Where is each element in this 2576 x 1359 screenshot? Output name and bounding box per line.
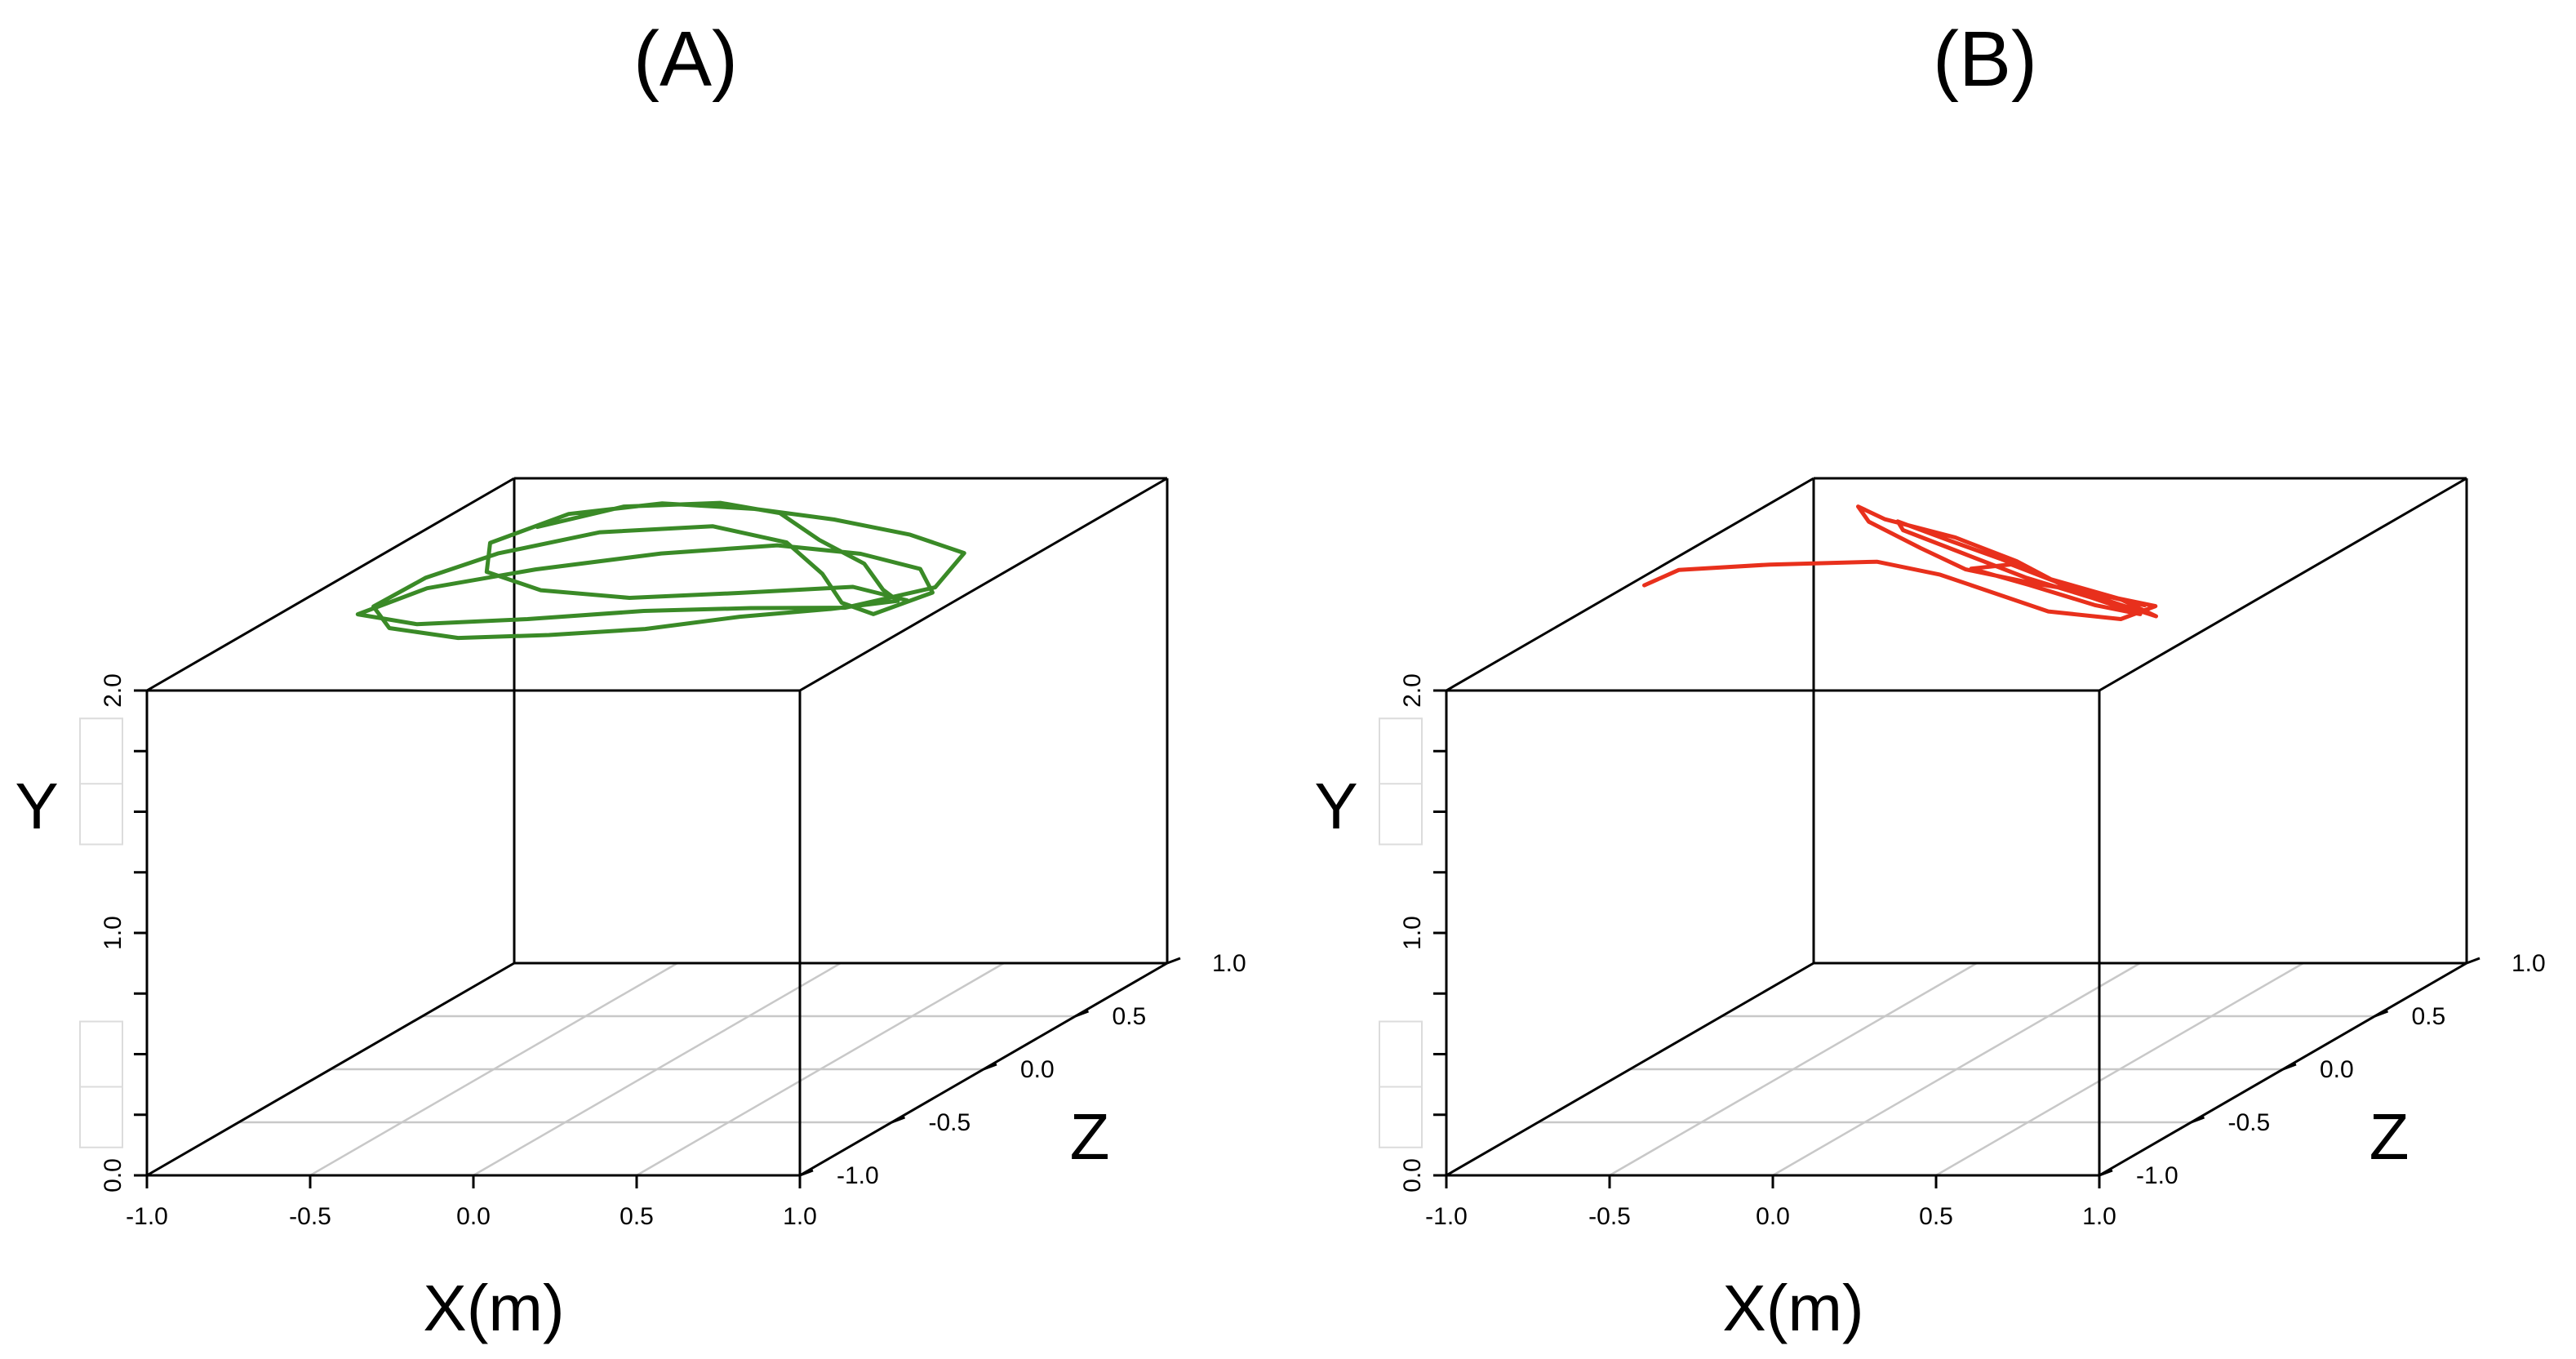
panel-b: (B) Y X(m) Z -1.0 -0.5 0.0 0.5 1.0 0.0 1.0 2.0 -… [1314, 16, 2545, 1344]
x-tick-label: 0.0 [456, 1203, 491, 1230]
y-tick-label: 0.0 [100, 1158, 127, 1192]
x-tick-label: -0.5 [289, 1203, 331, 1230]
x-axis-title: X(m) [423, 1272, 564, 1344]
panel-a: (A) Y X(m) Z -1.0 -0.5 0.0 0.5 1.0 0.0 1.0 2.0 -… [15, 16, 1246, 1344]
z-tick [2099, 1169, 2113, 1177]
x-tick-label: 0.5 [1919, 1203, 1953, 1230]
blank-tick-label-box [1379, 1081, 1423, 1148]
z-tick-label: 0.0 [1020, 1056, 1055, 1083]
z-tick [1166, 957, 1181, 965]
box-edge [799, 477, 1168, 692]
y-tick-label: 0.0 [1399, 1158, 1426, 1192]
z-tick [799, 1169, 814, 1177]
z-tick-label: -1.0 [837, 1162, 879, 1189]
box-edge [1446, 962, 1814, 1177]
x-tick-label: 0.5 [620, 1203, 654, 1230]
panel-title: (B) [1933, 16, 2037, 103]
blank-tick-label-box [79, 717, 123, 785]
z-axis-title: Z [2369, 1100, 2409, 1173]
y-tick-label: 2.0 [100, 673, 127, 708]
z-tick-label: 0.5 [1113, 1003, 1147, 1030]
blank-tick-label-box [79, 1081, 123, 1148]
box-edge [146, 962, 515, 1177]
blank-tick-label-box [79, 1020, 123, 1088]
x-tick-label: -1.0 [126, 1203, 168, 1230]
z-tick [890, 1116, 906, 1124]
z-tick-label: 1.0 [1212, 950, 1246, 977]
z-tick-label: 0.5 [2412, 1003, 2446, 1030]
y-tick-label: 1.0 [1399, 916, 1426, 950]
z-tick-label: -1.0 [2136, 1162, 2178, 1189]
z-tick [1074, 1010, 1090, 1018]
trajectory-line [355, 500, 966, 641]
z-tick-label: -0.5 [929, 1109, 971, 1136]
blank-tick-label-box [1379, 717, 1423, 785]
x-axis-title: X(m) [1722, 1272, 1863, 1344]
box-edge [2099, 477, 2467, 692]
z-tick [2282, 1063, 2297, 1071]
z-axis-title: Z [1070, 1100, 1110, 1173]
z-tick-label: 1.0 [2512, 950, 2546, 977]
x-tick-label: 1.0 [783, 1203, 817, 1230]
y-tick-label: 2.0 [1399, 673, 1426, 708]
x-tick-label: 0.0 [1756, 1203, 1790, 1230]
z-tick-label: 0.0 [2320, 1056, 2354, 1083]
y-axis-title: Y [1314, 770, 1357, 842]
trajectory-line [1642, 504, 2158, 621]
blank-tick-label-box [1379, 778, 1423, 846]
box-edge [1446, 477, 1814, 692]
z-tick-label: -0.5 [2228, 1109, 2271, 1136]
box-edge [146, 477, 515, 692]
z-tick [2466, 957, 2481, 965]
panel-title: (A) [633, 16, 738, 103]
z-tick [983, 1063, 997, 1071]
z-tick [2190, 1116, 2205, 1124]
blank-tick-label-box [79, 778, 123, 846]
x-tick-label: -1.0 [1425, 1203, 1468, 1230]
y-tick-label: 1.0 [100, 916, 127, 950]
x-tick-label: -0.5 [1588, 1203, 1631, 1230]
y-axis-title: Y [15, 770, 58, 842]
x-tick-label: 1.0 [2082, 1203, 2116, 1230]
blank-tick-label-box [1379, 1020, 1423, 1088]
z-tick [2374, 1010, 2389, 1018]
